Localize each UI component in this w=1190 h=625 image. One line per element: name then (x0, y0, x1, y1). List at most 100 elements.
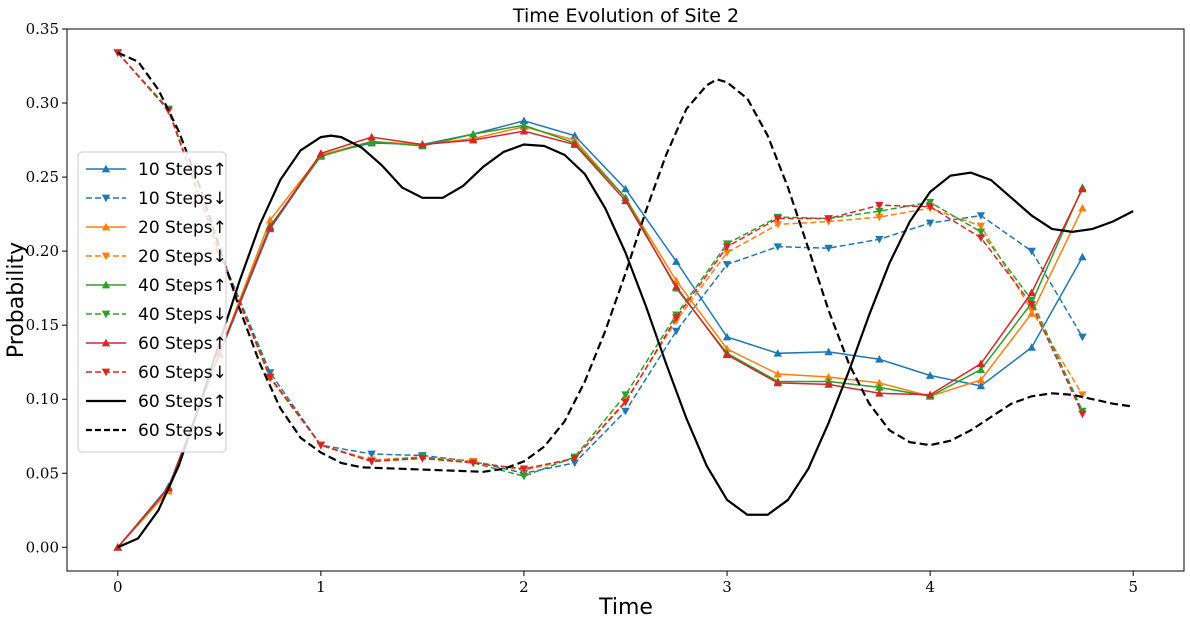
data-point (1027, 288, 1036, 296)
data-point (773, 369, 783, 378)
series-8 (113, 49, 1087, 474)
x-axis: 0 1 2 3 4 5 (113, 571, 1138, 596)
x-tick-label: 5 (1128, 578, 1138, 596)
data-point (722, 243, 732, 251)
y-tick-label: 0.35 (26, 20, 59, 38)
data-point (570, 131, 579, 139)
data-point (824, 372, 833, 381)
data-point (265, 215, 275, 224)
data-point (976, 234, 986, 243)
series-line (117, 130, 1084, 548)
data-point (570, 459, 579, 468)
data-point (519, 126, 529, 135)
data-point (418, 455, 427, 463)
data-point (773, 378, 783, 387)
data-point (367, 450, 376, 459)
data-point (519, 472, 529, 481)
series-line (117, 52, 1084, 475)
y-tick-label: 0.20 (26, 242, 59, 260)
legend-label: 10 Steps↑ (138, 160, 227, 180)
series-3 (113, 122, 1087, 551)
data-point (824, 244, 833, 253)
data-point (621, 184, 630, 193)
data-point (316, 441, 326, 450)
legend-marker (101, 310, 111, 319)
y-axis-label: Probability (4, 242, 29, 358)
data-point (621, 407, 630, 416)
y-tick-label: 0.00 (26, 538, 59, 556)
data-point (519, 116, 529, 125)
legend-label: 60 Steps↑ (138, 392, 227, 412)
data-point (773, 349, 783, 357)
series-7 (113, 126, 1087, 551)
data-point (468, 135, 478, 144)
y-tick-label: 0.30 (26, 94, 59, 112)
data-point (1027, 247, 1036, 256)
legend-marker (101, 338, 111, 347)
data-point (875, 389, 884, 397)
data-point (367, 458, 376, 466)
data-point (621, 398, 630, 407)
data-point (570, 455, 579, 463)
y-tick-label: 0.10 (26, 390, 59, 408)
data-point (722, 350, 732, 359)
data-point (925, 390, 935, 399)
series-line (117, 52, 1084, 478)
data-point (672, 282, 681, 291)
series-line (117, 124, 1084, 548)
data-point (570, 140, 579, 148)
data-point (976, 381, 986, 390)
x-tick-label: 2 (519, 578, 529, 596)
legend-label: 20 Steps↑ (138, 218, 227, 238)
series-1 (113, 116, 1087, 551)
series-4 (113, 49, 1087, 475)
series-9 (117, 134, 1134, 549)
data-point (164, 107, 173, 115)
data-point (1078, 252, 1087, 261)
data-point (925, 371, 935, 379)
data-point (976, 222, 986, 231)
legend-label: 10 Steps↓ (138, 189, 227, 209)
data-point (875, 201, 884, 210)
series-line (117, 120, 1084, 548)
legend-label: 40 Steps↓ (138, 305, 227, 325)
y-axis: 0.00 0.05 0.10 0.15 0.20 0.25 0.30 0.35 (26, 20, 67, 556)
legend-marker (101, 222, 111, 231)
legend-label: 20 Steps↓ (138, 247, 227, 267)
data-point (722, 332, 732, 341)
data-point (1027, 296, 1036, 305)
x-tick-label: 0 (113, 578, 123, 596)
series-line (117, 125, 1084, 548)
legend-marker (101, 280, 111, 289)
legend-marker (101, 164, 111, 173)
data-point (519, 121, 529, 129)
data-point (875, 213, 884, 222)
data-point (976, 375, 986, 384)
series-line (117, 52, 1084, 470)
y-tick-label: 0.25 (26, 168, 59, 186)
x-tick-label: 4 (925, 578, 935, 596)
data-point (1027, 343, 1036, 351)
data-point (722, 261, 732, 269)
data-point (722, 249, 732, 257)
data-point (265, 373, 275, 382)
data-point (925, 203, 935, 211)
legend-marker (101, 252, 111, 261)
x-axis-label: Time (598, 595, 653, 620)
y-tick-label: 0.05 (26, 464, 59, 482)
series-line (117, 134, 1134, 549)
data-point (824, 215, 833, 223)
x-tick-label: 1 (316, 578, 326, 596)
x-tick-label: 3 (722, 578, 732, 596)
data-point (824, 347, 833, 356)
data-point (824, 380, 833, 388)
data-point (316, 149, 326, 157)
data-point (367, 132, 376, 141)
data-point (925, 219, 935, 228)
legend-label: 40 Steps↑ (138, 276, 227, 296)
series-10 (117, 51, 1134, 473)
data-point (672, 327, 681, 336)
data-point (672, 314, 681, 322)
data-point (875, 207, 884, 216)
